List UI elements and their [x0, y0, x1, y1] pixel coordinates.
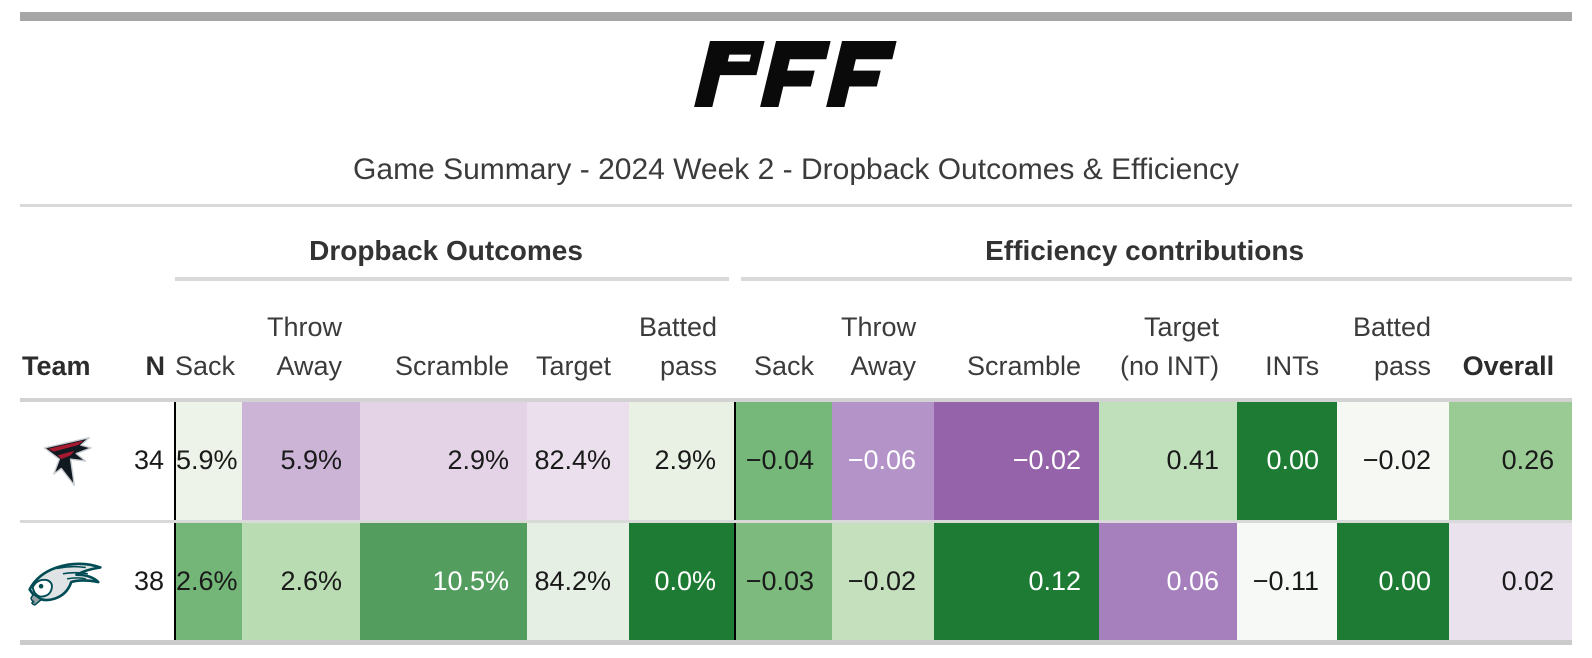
cell-falcons-outcome-sack: 5.9%	[174, 398, 242, 521]
team-cell-falcons	[20, 398, 115, 521]
team-cell-eagles	[20, 519, 115, 645]
column-header-eff-ints: INTs	[1265, 350, 1320, 381]
cell-eagles-eff-batted-pass: 0.00	[1337, 519, 1450, 645]
column-header-outcome-sack: Sack	[175, 350, 236, 381]
cell-eagles-eff-throw-away: −0.02	[832, 519, 935, 645]
group-header-efficiency-contributions: Efficiency contributions	[985, 235, 1305, 266]
group-header-spacer	[20, 207, 175, 277]
cell-eagles-eff-scramble: 0.12	[934, 519, 1100, 645]
column-header-outcome-scramble: Scramble	[394, 350, 509, 381]
cell-eagles-outcome-target: 84.2%	[527, 519, 629, 645]
cell-eagles-outcome-sack: 2.6%	[174, 519, 242, 645]
column-header-row: Team N Sack Throw Away Scramble Target B…	[20, 281, 1572, 400]
column-header-eff-throw-away: Throw Away	[841, 311, 917, 381]
cell-falcons-outcome-batted-pass: 2.9%	[629, 398, 736, 521]
cell-eagles-outcome-throw-away: 2.6%	[242, 519, 360, 645]
column-header-eff-sack: Sack	[754, 350, 815, 381]
dropback-outcomes-underline	[175, 277, 730, 281]
table-row-eagles: 38 2.6% 2.6% 10.5% 84.2% 0.0% −0.03 −0.0…	[20, 519, 1573, 645]
group-underline-row	[20, 277, 1573, 281]
cell-falcons-eff-target-no-int: 0.41	[1099, 398, 1238, 521]
cell-eagles-eff-target-no-int: 0.06	[1099, 519, 1238, 645]
cell-falcons-eff-scramble: −0.02	[934, 398, 1100, 521]
cell-eagles-outcome-scramble: 10.5%	[360, 519, 527, 645]
cell-falcons-outcome-target: 82.4%	[527, 398, 629, 521]
cell-falcons-eff-sack: −0.04	[734, 398, 833, 521]
group-header-dropback-outcomes: Dropback Outcomes	[309, 235, 583, 266]
cell-falcons-outcome-throw-away: 5.9%	[242, 398, 360, 521]
column-header-outcome-target: Target	[535, 350, 611, 381]
title-divider	[20, 204, 1572, 207]
cell-eagles-eff-sack: −0.03	[734, 519, 833, 645]
falcons-logo-icon	[43, 436, 92, 486]
cell-falcons-eff-batted-pass: −0.02	[1337, 398, 1450, 521]
cell-falcons-eff-throw-away: −0.06	[832, 398, 935, 521]
column-header-overall: Overall	[1462, 350, 1555, 381]
column-header-outcome-batted-pass: Batted pass	[639, 311, 718, 381]
stats-table: Dropback Outcomes Efficiency contributio…	[20, 207, 1573, 645]
cell-eagles-outcome-batted-pass: 0.0%	[629, 519, 736, 645]
efficiency-underline	[741, 277, 1573, 281]
table-row-falcons: 34 5.9% 5.9% 2.9% 82.4% 2.9% −0.04 −0.06…	[20, 398, 1573, 521]
cell-eagles-overall: 0.02	[1449, 519, 1573, 645]
column-header-eff-scramble: Scramble	[967, 350, 1082, 381]
pff-logo	[0, 41, 1592, 107]
column-header-team: Team	[22, 350, 91, 381]
n-value: 38	[115, 519, 175, 645]
top-divider-bar	[20, 12, 1572, 21]
column-header-eff-batted-pass: Batted pass	[1353, 311, 1432, 381]
n-value: 34	[115, 398, 175, 521]
pff-logo-icon	[693, 41, 897, 107]
page-title: Game Summary - 2024 Week 2 - Dropback Ou…	[353, 153, 1239, 186]
column-header-outcome-throw-away: Throw Away	[266, 311, 342, 381]
cell-falcons-outcome-scramble: 2.9%	[360, 398, 527, 521]
group-header-row: Dropback Outcomes Efficiency contributio…	[20, 207, 1572, 277]
cell-falcons-eff-ints: 0.00	[1237, 398, 1338, 521]
column-header-n: N	[145, 350, 166, 381]
column-header-eff-target-no-int: Target (no INT)	[1120, 311, 1220, 381]
cell-eagles-eff-ints: −0.11	[1237, 519, 1338, 645]
eagles-logo-icon	[27, 562, 102, 606]
cell-falcons-overall: 0.26	[1449, 398, 1573, 521]
